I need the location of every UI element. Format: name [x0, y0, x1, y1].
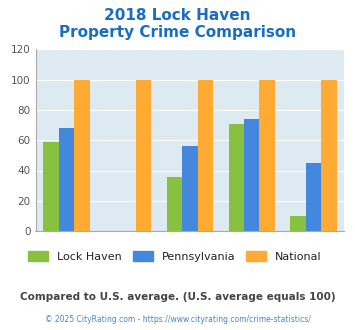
Bar	[244, 119, 260, 231]
Legend: Lock Haven, Pennsylvania, National: Lock Haven, Pennsylvania, National	[23, 247, 326, 267]
Bar	[260, 80, 275, 231]
Text: Compared to U.S. average. (U.S. average equals 100): Compared to U.S. average. (U.S. average …	[20, 292, 335, 302]
Bar	[229, 124, 244, 231]
Bar	[290, 216, 306, 231]
Bar	[167, 177, 182, 231]
Bar	[198, 80, 213, 231]
Bar	[321, 80, 337, 231]
Bar	[182, 146, 198, 231]
Bar	[136, 80, 151, 231]
Bar	[306, 163, 321, 231]
Text: Property Crime Comparison: Property Crime Comparison	[59, 25, 296, 40]
Text: 2018 Lock Haven: 2018 Lock Haven	[104, 8, 251, 23]
Text: © 2025 CityRating.com - https://www.cityrating.com/crime-statistics/: © 2025 CityRating.com - https://www.city…	[45, 315, 310, 324]
Bar	[74, 80, 89, 231]
Bar	[59, 128, 74, 231]
Bar	[43, 142, 59, 231]
